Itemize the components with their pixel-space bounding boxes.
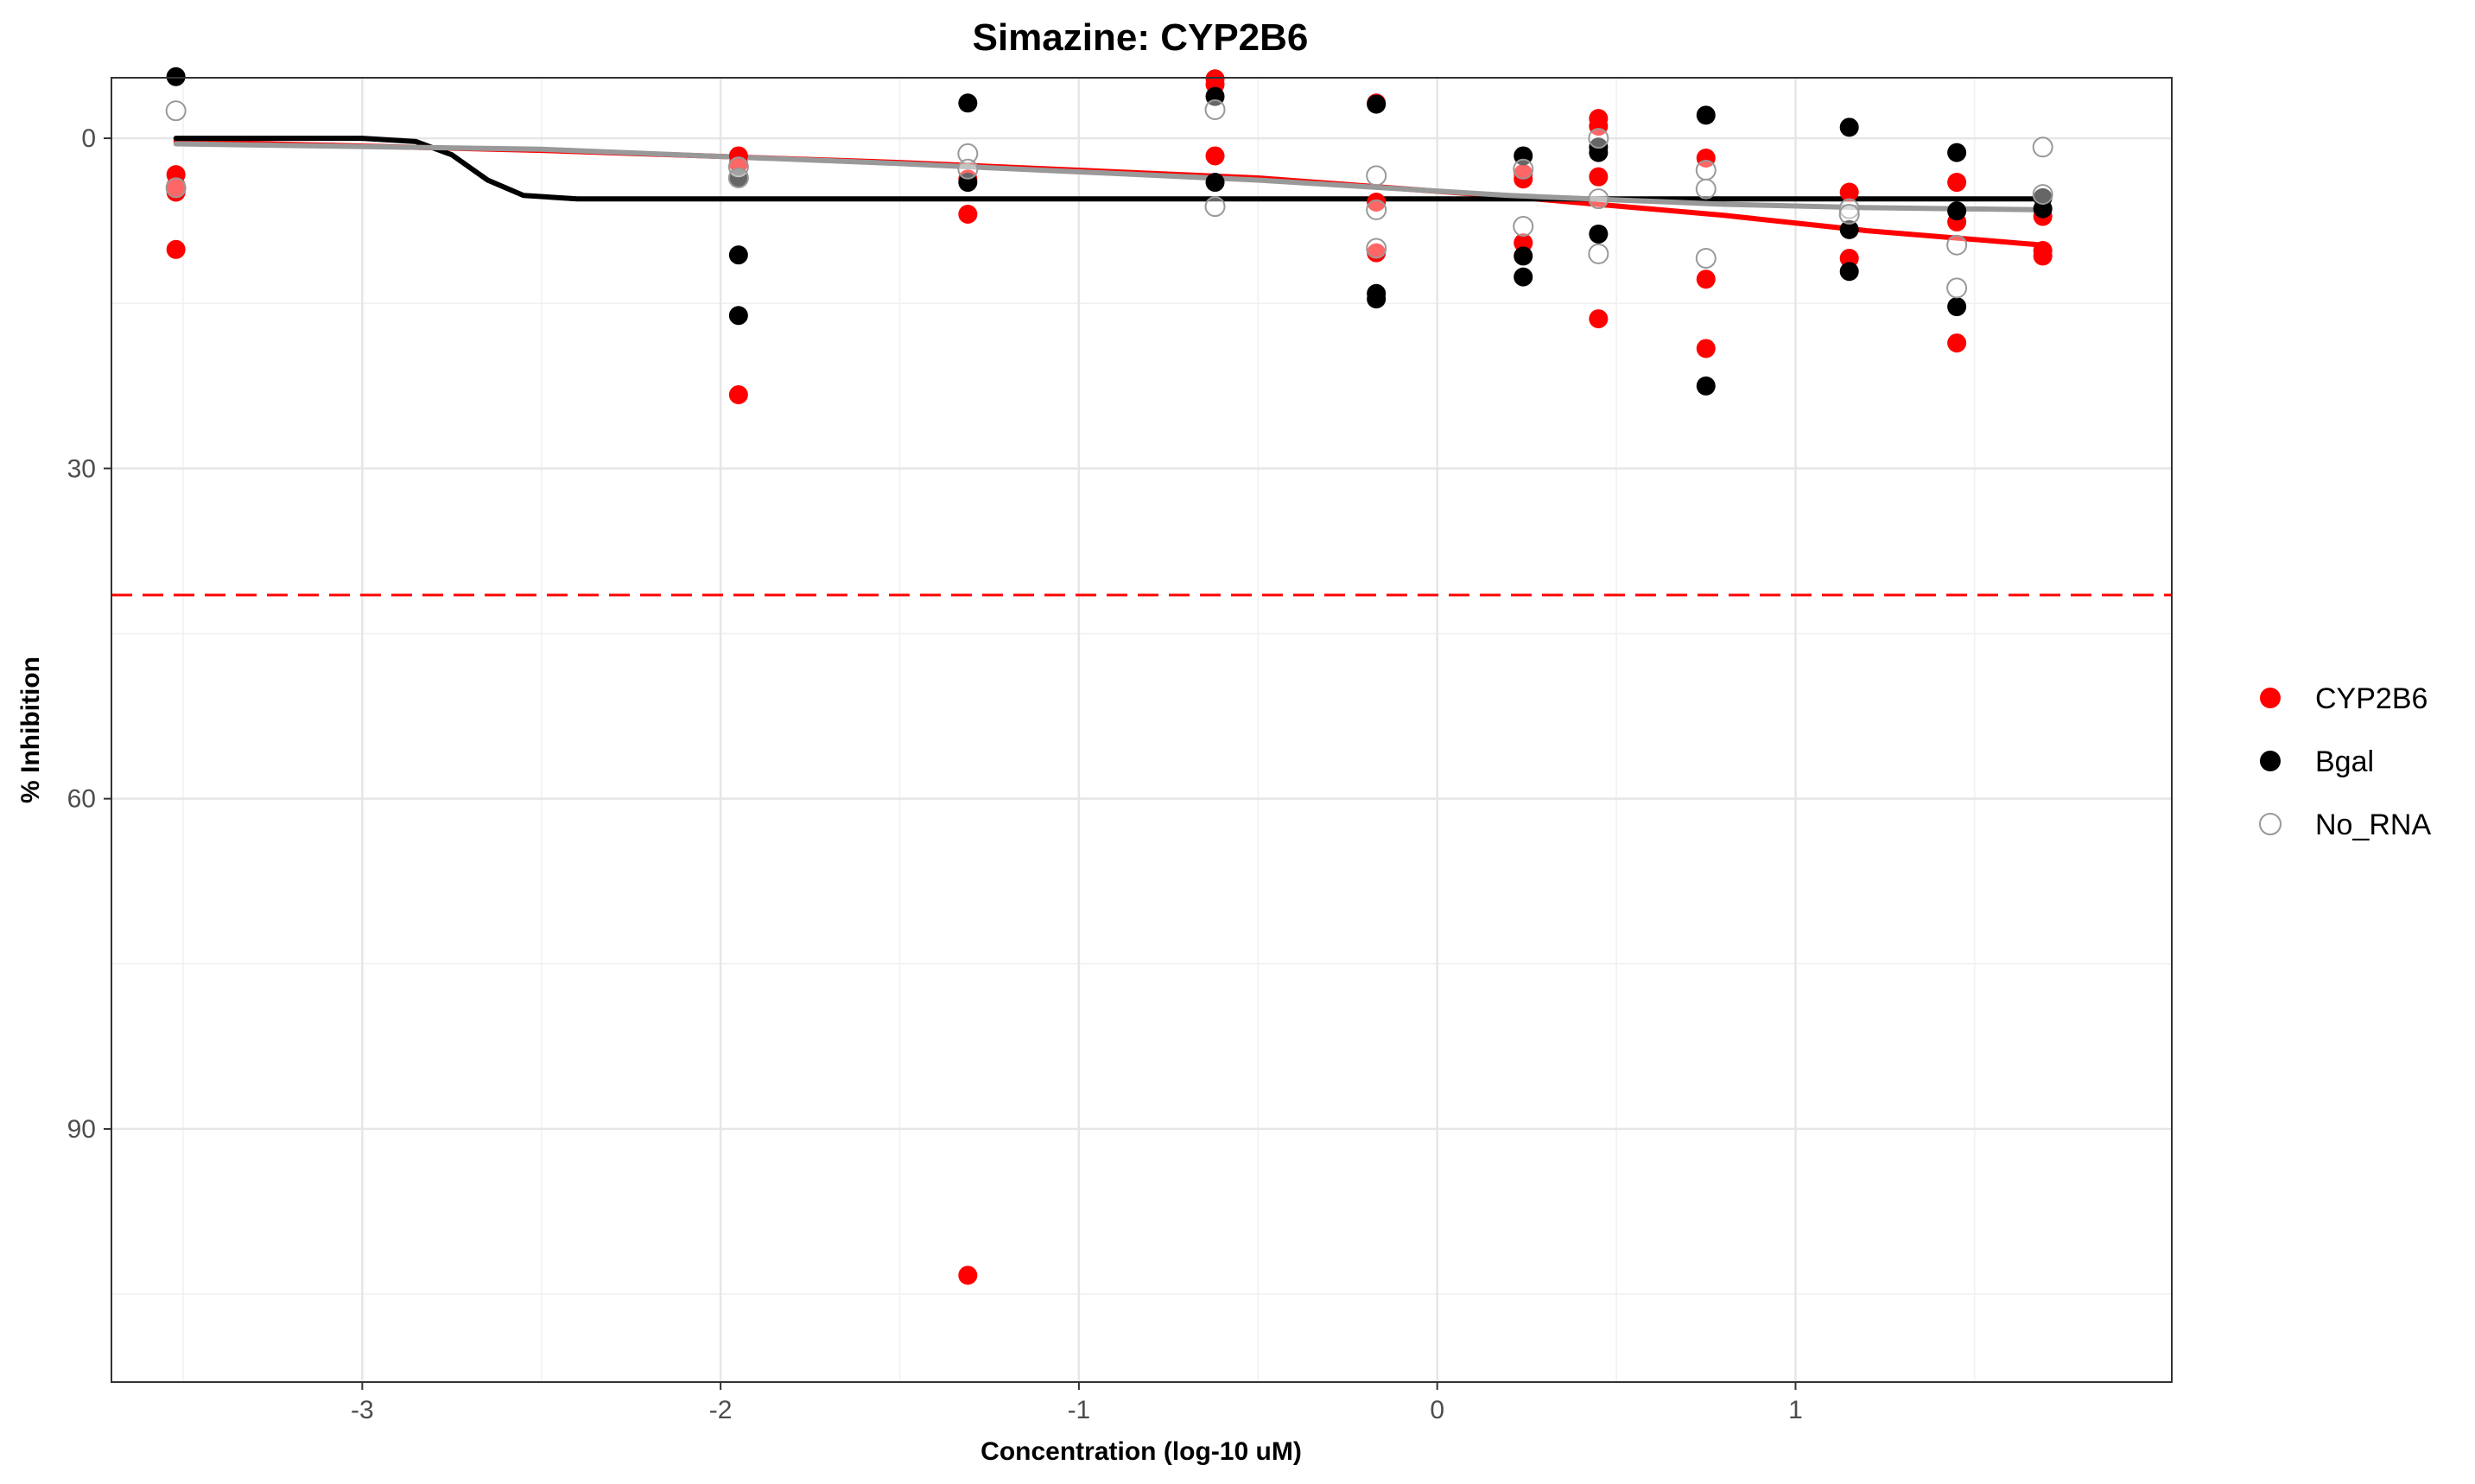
point-no-rna: [1695, 178, 1717, 200]
data-points: [165, 67, 2053, 1285]
legend-label: No_RNA: [2315, 809, 2431, 841]
point-bgal: [1589, 143, 1609, 162]
point-no-rna: [1588, 188, 1609, 210]
point-cyp2b6: [1947, 173, 1967, 193]
point-bgal: [1947, 143, 1967, 162]
point-no-rna: [1946, 234, 1968, 256]
x-tick-label: -3: [351, 1396, 374, 1424]
point-bgal: [728, 306, 748, 326]
point-cyp2b6: [1839, 248, 1859, 268]
point-no-rna: [1204, 98, 1226, 120]
point-cyp2b6: [958, 205, 978, 225]
point-no-rna: [1366, 238, 1387, 259]
x-axis: -3 -2 -1 0 1: [351, 1382, 1803, 1424]
point-no-rna: [1946, 277, 1968, 299]
point-no-rna: [1588, 243, 1609, 264]
legend: CYP2B6 Bgal No_RNA: [2259, 682, 2431, 841]
fit-curve-bgal: [173, 136, 2046, 202]
point-no-rna: [1838, 204, 1860, 225]
point-cyp2b6: [1367, 192, 1387, 212]
point-bgal: [1205, 173, 1225, 193]
point-bgal: [958, 93, 978, 113]
point-bgal: [1839, 262, 1859, 282]
point-cyp2b6: [1696, 270, 1716, 289]
y-tick-label: 60: [67, 785, 96, 814]
x-tick-label: 1: [1788, 1396, 1803, 1424]
point-no-rna: [1366, 199, 1387, 220]
chart-title: Simazine: CYP2B6: [973, 16, 1309, 59]
point-no-rna: [165, 100, 187, 122]
point-cyp2b6: [1589, 309, 1609, 329]
point-no-rna: [2032, 136, 2053, 158]
point-cyp2b6: [166, 239, 186, 259]
point-bgal: [1839, 219, 1859, 239]
point-bgal: [1696, 376, 1716, 396]
point-cyp2b6: [1839, 182, 1859, 202]
plot-panel-border: [111, 77, 2173, 1383]
legend-label: Bgal: [2315, 745, 2374, 778]
point-no-rna: [727, 167, 749, 188]
y-axis-title: % Inhibition: [16, 656, 45, 803]
point-bgal: [1514, 246, 1533, 266]
point-no-rna: [1695, 247, 1717, 269]
x-axis-title: Concentration (log-10 uM): [980, 1437, 1302, 1466]
point-no-rna: [957, 158, 979, 180]
x-tick-label: 0: [1430, 1396, 1444, 1424]
y-tick-label: 0: [81, 124, 96, 153]
point-cyp2b6: [1514, 233, 1533, 253]
point-no-rna: [2032, 184, 2053, 206]
point-bgal: [1514, 267, 1533, 287]
point-bgal: [728, 168, 748, 187]
point-bgal: [1367, 289, 1387, 309]
point-no-rna: [1366, 165, 1387, 187]
point-cyp2b6: [1205, 146, 1225, 166]
point-bgal: [2033, 199, 2053, 219]
x-tick-label: -2: [709, 1396, 733, 1424]
point-bgal: [166, 67, 186, 86]
point-bgal: [1589, 224, 1609, 244]
point-bgal: [1839, 117, 1859, 137]
grid: [111, 78, 2172, 1382]
point-cyp2b6: [958, 1265, 978, 1285]
x-tick-label: -1: [1068, 1396, 1091, 1424]
point-no-rna: [1695, 160, 1717, 181]
point-cyp2b6: [2033, 246, 2053, 266]
point-no-rna: [957, 143, 979, 164]
point-no-rna: [165, 177, 187, 199]
point-cyp2b6: [1947, 333, 1967, 353]
point-no-rna: [1513, 216, 1534, 238]
point-no-rna: [1838, 198, 1860, 219]
point-bgal: [1947, 201, 1967, 221]
point-cyp2b6: [728, 384, 748, 404]
y-tick-label: 30: [67, 454, 96, 483]
y-axis: 0 30 60 90: [67, 124, 111, 1144]
point-bgal: [1367, 94, 1387, 114]
legend-key-no-rna: [2259, 813, 2281, 835]
point-no-rna: [727, 156, 749, 178]
point-no-rna: [1204, 196, 1226, 218]
y-tick-label: 90: [67, 1115, 96, 1144]
legend-label: CYP2B6: [2315, 682, 2427, 715]
point-bgal: [728, 245, 748, 265]
point-no-rna: [1513, 158, 1534, 180]
point-bgal: [1947, 297, 1967, 317]
point-cyp2b6: [1696, 339, 1716, 358]
point-no-rna: [1588, 128, 1609, 149]
legend-key-bgal: [2260, 751, 2281, 771]
point-cyp2b6: [1589, 167, 1609, 187]
point-bgal: [1696, 105, 1716, 125]
legend-key-cyp2b6: [2260, 688, 2281, 708]
